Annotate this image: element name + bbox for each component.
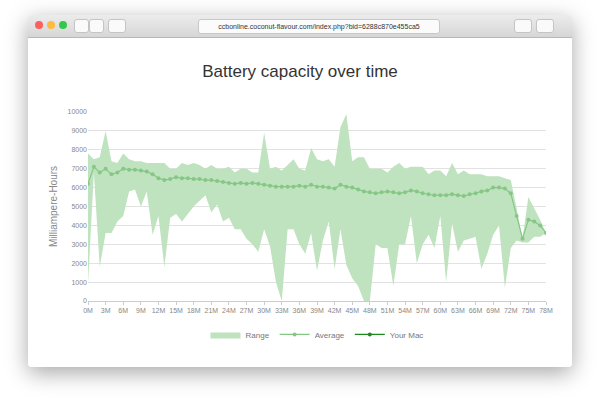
svg-text:8000: 8000 <box>71 146 87 153</box>
svg-text:5000: 5000 <box>71 203 87 210</box>
svg-text:21M: 21M <box>204 307 218 314</box>
svg-text:1000: 1000 <box>71 279 87 286</box>
svg-text:30M: 30M <box>257 307 271 314</box>
svg-text:3M: 3M <box>101 307 111 314</box>
svg-text:18M: 18M <box>187 307 201 314</box>
svg-text:0: 0 <box>83 297 87 304</box>
svg-text:12M: 12M <box>152 307 166 314</box>
svg-text:0M: 0M <box>83 307 93 314</box>
svg-text:39M: 39M <box>310 307 324 314</box>
html-text:ccbonline.coconut-flavour.com/: ccbonline.coconut-flavour.com/index.php?… <box>218 23 420 30</box>
svg-text:9M: 9M <box>136 307 146 314</box>
svg-text:72M: 72M <box>504 307 518 314</box>
svg-text:33M: 33M <box>275 307 289 314</box>
svg-text:Average: Average <box>315 331 345 340</box>
svg-text:7000: 7000 <box>71 165 87 172</box>
svg-text:4000: 4000 <box>71 222 87 229</box>
svg-text:27M: 27M <box>240 307 254 314</box>
svg-text:36M: 36M <box>293 307 307 314</box>
svg-text:24M: 24M <box>222 307 236 314</box>
svg-text:Your Mac: Your Mac <box>390 331 424 340</box>
svg-text:45M: 45M <box>345 307 359 314</box>
svg-text:9000: 9000 <box>71 127 87 134</box>
svg-text:54M: 54M <box>398 307 412 314</box>
svg-text:60M: 60M <box>433 307 447 314</box>
svg-text:48M: 48M <box>363 307 377 314</box>
svg-text:42M: 42M <box>328 307 342 314</box>
svg-text:75M: 75M <box>522 307 536 314</box>
svg-text:78M: 78M <box>539 307 553 314</box>
svg-text:63M: 63M <box>451 307 465 314</box>
svg-text:6000: 6000 <box>71 184 87 191</box>
svg-text:Range: Range <box>246 331 270 340</box>
svg-text:3000: 3000 <box>71 241 87 248</box>
svg-text:10000: 10000 <box>68 108 88 115</box>
svg-text:69M: 69M <box>486 307 500 314</box>
svg-text:57M: 57M <box>416 307 430 314</box>
svg-text:Battery capacity over time: Battery capacity over time <box>202 62 398 81</box>
svg-text:2000: 2000 <box>71 260 87 267</box>
svg-text:51M: 51M <box>381 307 395 314</box>
svg-text:15M: 15M <box>169 307 183 314</box>
svg-text:Milliampere-Hours: Milliampere-Hours <box>48 166 59 247</box>
svg-text:6M: 6M <box>118 307 128 314</box>
svg-text:66M: 66M <box>469 307 483 314</box>
